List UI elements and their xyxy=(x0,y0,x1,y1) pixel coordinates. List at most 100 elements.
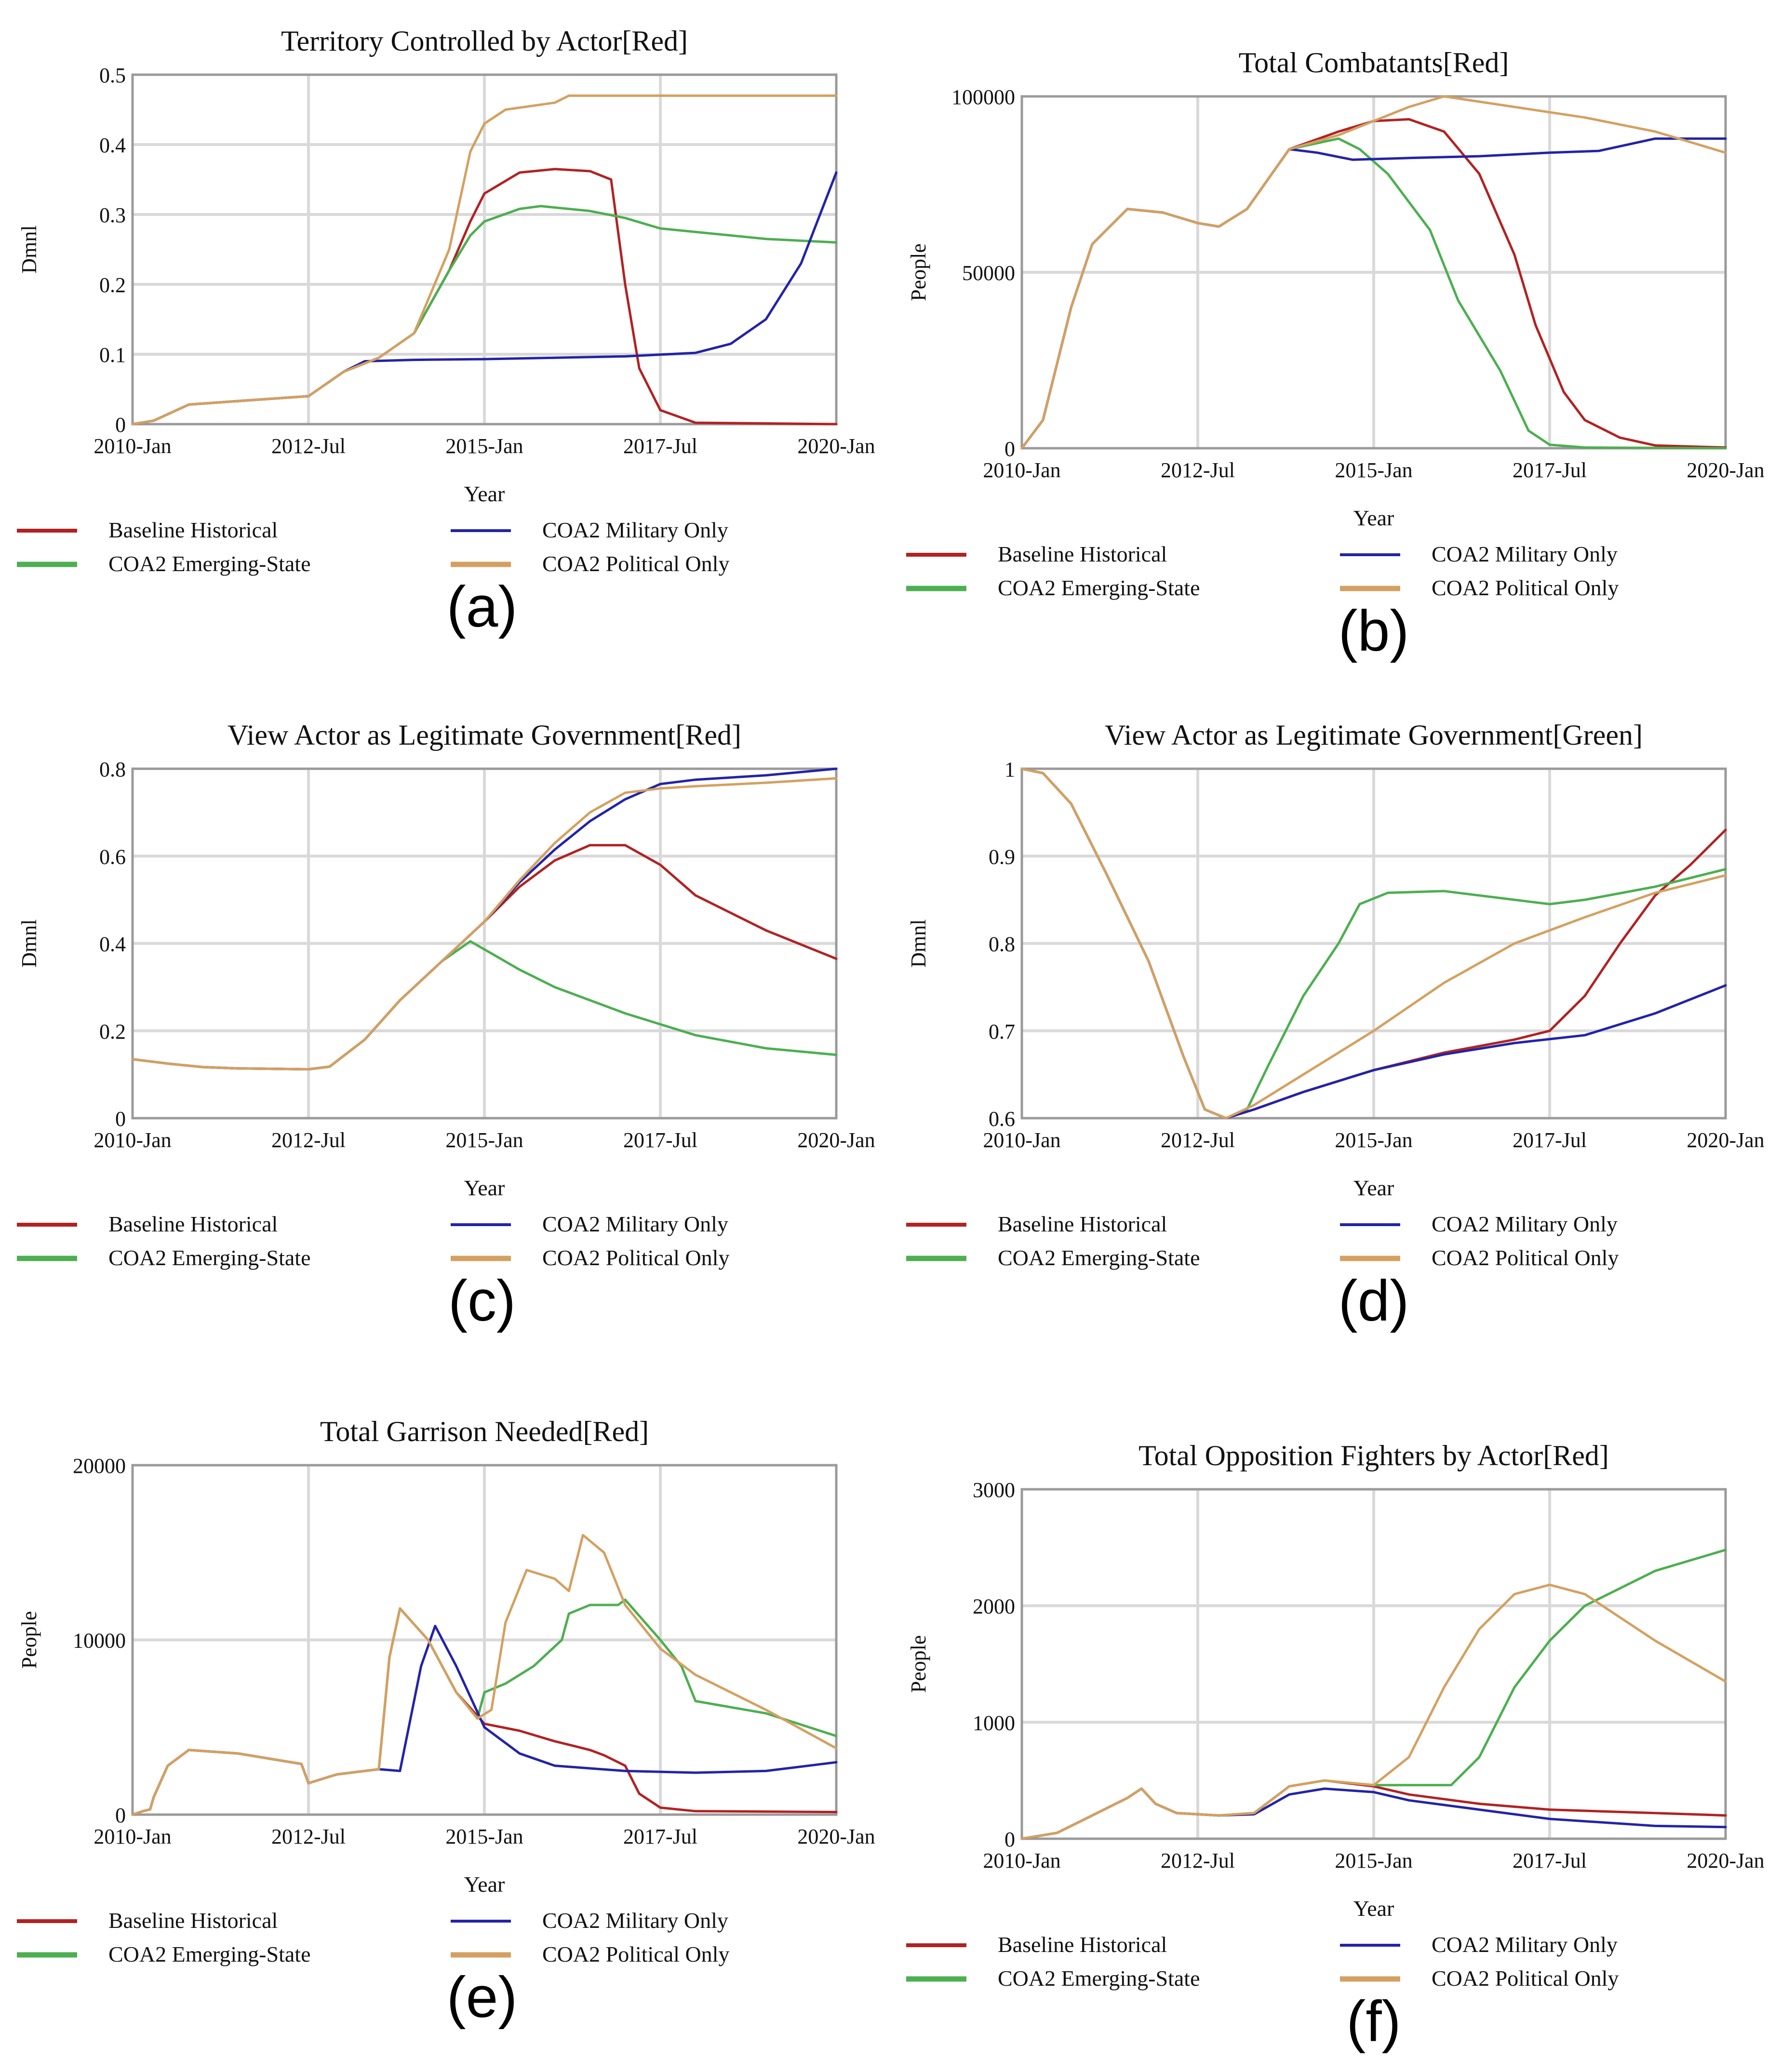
y-tick-label: 0.3 xyxy=(99,203,126,227)
y-tick-label: 0.5 xyxy=(99,64,126,87)
x-tick-label: 2020-Jan xyxy=(1687,458,1764,482)
x-tick-label: 2020-Jan xyxy=(797,1825,875,1848)
x-tick-label: 2015-Jan xyxy=(445,1128,523,1152)
legend-label-political: COA2 Political Only xyxy=(542,1245,729,1270)
y-tick-label: 100000 xyxy=(951,85,1015,109)
x-tick-label: 2015-Jan xyxy=(445,1825,523,1848)
panel-label: (f) xyxy=(1346,1989,1401,2054)
x-tick-label: 2020-Jan xyxy=(797,1128,875,1152)
panel-label: (a) xyxy=(447,575,518,639)
legend-label-political: COA2 Political Only xyxy=(1432,1966,1619,1991)
x-axis-label: Year xyxy=(464,481,505,506)
y-tick-label: 0.4 xyxy=(99,933,126,956)
y-tick-label: 20000 xyxy=(73,1454,126,1478)
y-tick-label: 0 xyxy=(115,1804,126,1827)
legend-label-emerging: COA2 Emerging-State xyxy=(108,1245,310,1270)
y-tick-label: 0 xyxy=(115,413,126,437)
legend-label-emerging: COA2 Emerging-State xyxy=(108,551,310,576)
plot-frame xyxy=(131,1464,838,1816)
y-axis-label: People xyxy=(907,243,930,301)
x-axis-label: Year xyxy=(1353,1176,1394,1200)
x-tick-label: 2017-Jul xyxy=(1513,458,1587,482)
chart-title: View Actor as Legitimate Government[Gree… xyxy=(1105,719,1643,751)
x-tick-label: 2015-Jan xyxy=(1335,1849,1412,1872)
legend-label-baseline: Baseline Historical xyxy=(108,518,278,542)
x-tick-label: 2017-Jul xyxy=(623,434,697,458)
y-tick-label: 0 xyxy=(1004,437,1015,461)
legend-label-military: COA2 Military Only xyxy=(1432,1932,1618,1957)
y-tick-label: 0.4 xyxy=(99,134,126,157)
x-tick-label: 2012-Jul xyxy=(1161,1128,1235,1152)
chart-title: View Actor as Legitimate Government[Red] xyxy=(228,719,741,751)
plot-frame xyxy=(131,73,838,426)
plot-frame xyxy=(1020,767,1727,1120)
x-tick-label: 2015-Jan xyxy=(1335,1128,1412,1152)
legend-label-emerging: COA2 Emerging-State xyxy=(998,1245,1200,1270)
legend-label-political: COA2 Political Only xyxy=(542,551,729,576)
x-tick-label: 2010-Jan xyxy=(94,434,171,458)
legend-label-baseline: Baseline Historical xyxy=(998,1932,1167,1957)
panel-label: (d) xyxy=(1339,1269,1409,1333)
legend-label-political: COA2 Political Only xyxy=(542,1942,729,1966)
legend-label-military: COA2 Military Only xyxy=(542,1908,728,1933)
y-tick-label: 0.2 xyxy=(99,273,126,297)
x-axis-label: Year xyxy=(464,1872,505,1897)
x-tick-label: 2010-Jan xyxy=(94,1825,171,1848)
y-tick-label: 0.6 xyxy=(99,845,126,869)
legend-label-baseline: Baseline Historical xyxy=(998,1212,1167,1236)
series-line-political xyxy=(131,777,838,1070)
x-tick-label: 2012-Jul xyxy=(271,1128,346,1152)
x-tick-label: 2017-Jul xyxy=(1513,1849,1587,1872)
y-tick-label: 10000 xyxy=(73,1629,126,1653)
x-tick-label: 2012-Jul xyxy=(271,434,346,458)
y-tick-label: 3000 xyxy=(973,1478,1015,1502)
y-tick-label: 0 xyxy=(115,1107,126,1131)
y-tick-label: 0.1 xyxy=(99,343,126,367)
y-axis-label: Dmnl xyxy=(17,919,41,967)
series-line-political xyxy=(1020,1583,1727,1840)
y-tick-label: 1000 xyxy=(973,1711,1015,1735)
x-tick-label: 2010-Jan xyxy=(94,1128,171,1152)
plot-frame xyxy=(1020,1488,1727,1840)
series-line-political xyxy=(131,1534,838,1816)
plot-frame xyxy=(1020,95,1727,450)
x-tick-label: 2017-Jul xyxy=(623,1128,697,1152)
legend-label-emerging: COA2 Emerging-State xyxy=(998,1966,1200,1991)
series-line-political xyxy=(131,94,838,426)
legend-label-political: COA2 Political Only xyxy=(1432,575,1619,600)
legend-label-baseline: Baseline Historical xyxy=(108,1212,278,1236)
y-tick-label: 2000 xyxy=(973,1595,1015,1618)
y-axis-label: People xyxy=(907,1635,930,1693)
panel-label: (c) xyxy=(448,1269,516,1333)
x-tick-label: 2012-Jul xyxy=(1161,1849,1235,1872)
legend-label-baseline: Baseline Historical xyxy=(998,542,1167,566)
x-tick-label: 2017-Jul xyxy=(1513,1128,1587,1152)
y-tick-label: 0.6 xyxy=(989,1107,1015,1131)
y-tick-label: 0.8 xyxy=(99,758,126,781)
x-tick-label: 2010-Jan xyxy=(983,1128,1060,1152)
x-tick-label: 2015-Jan xyxy=(445,434,523,458)
chart-panel-f: Total Opposition Fighters by Actor[Red] 0… xyxy=(906,1440,1765,2054)
y-tick-label: 50000 xyxy=(962,261,1015,285)
chart-title: Total Garrison Needed[Red] xyxy=(320,1416,649,1447)
legend-label-military: COA2 Military Only xyxy=(1432,542,1618,566)
y-tick-label: 0.9 xyxy=(989,845,1015,869)
x-tick-label: 2020-Jan xyxy=(1687,1849,1764,1872)
y-axis-label: Dmnl xyxy=(907,919,930,967)
x-tick-label: 2012-Jul xyxy=(271,1825,346,1848)
plot-frame xyxy=(131,767,838,1120)
x-tick-label: 2015-Jan xyxy=(1335,458,1412,482)
x-tick-label: 2010-Jan xyxy=(983,1849,1060,1872)
legend-label-baseline: Baseline Historical xyxy=(108,1908,278,1933)
legend-label-political: COA2 Political Only xyxy=(1432,1245,1619,1270)
legend-label-emerging: COA2 Emerging-State xyxy=(998,575,1200,600)
y-axis-label: People xyxy=(17,1611,41,1669)
legend-label-emerging: COA2 Emerging-State xyxy=(108,1942,310,1966)
y-tick-label: 0.7 xyxy=(989,1020,1015,1043)
y-axis-label: Dmnl xyxy=(17,225,41,273)
x-axis-label: Year xyxy=(1353,506,1394,530)
legend-label-military: COA2 Military Only xyxy=(542,518,728,542)
chart-panel-c: View Actor as Legitimate Government[Red]… xyxy=(17,719,875,1333)
chart-panel-b: Total Combatants[Red] 0 50000 100000 2010-Ja… xyxy=(906,47,1765,663)
